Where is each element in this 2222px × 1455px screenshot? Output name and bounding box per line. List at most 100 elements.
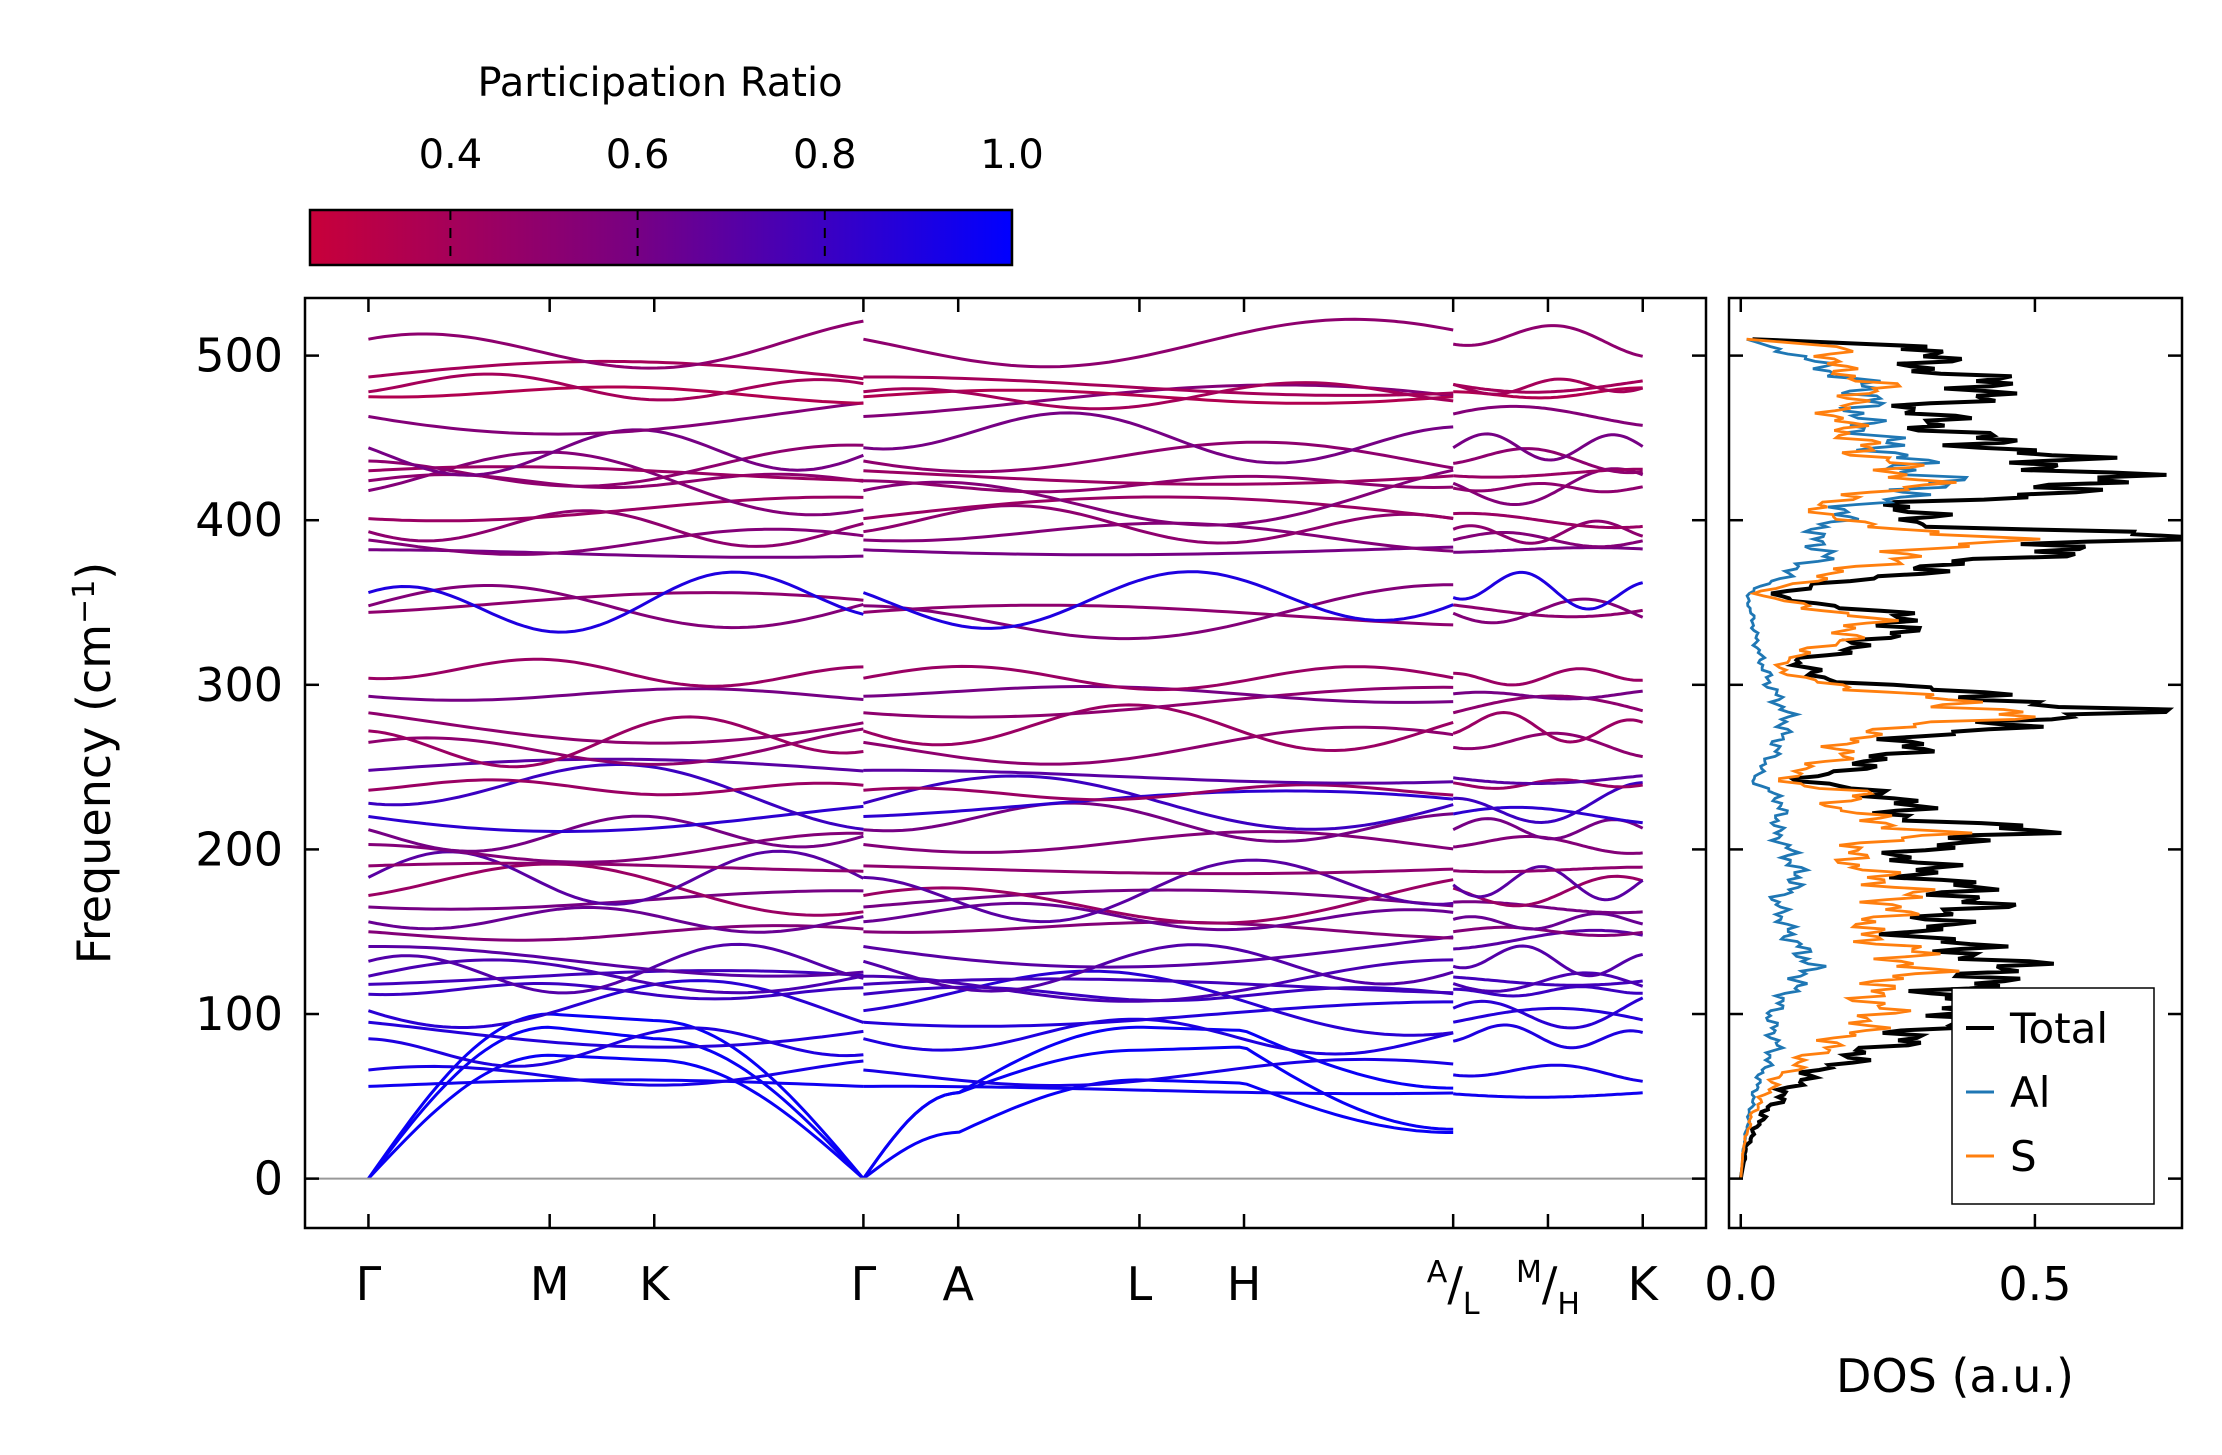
dos-legend: Total Al S (1951, 987, 2155, 1205)
optical-band (1452, 694, 1644, 715)
optical-band (368, 1059, 864, 1087)
legend-frame (1951, 987, 2155, 1205)
kpoint-label-sub: H (1557, 1287, 1580, 1322)
dos-series-al (1739, 337, 1970, 1179)
optical-band (863, 830, 1454, 854)
optical-band (1452, 1023, 1644, 1050)
kpoint-label-sub: L (1463, 1287, 1480, 1322)
y-axis-title: Frequency (cm−1) (67, 562, 121, 965)
optical-band (368, 757, 864, 773)
optical-band (1452, 432, 1644, 462)
optical-band (1453, 781, 1643, 825)
kpoint-label: Γ (356, 1257, 382, 1311)
optical-band (863, 801, 1454, 843)
kpoint-label: M/H (1516, 1255, 1580, 1322)
dos-x-tick-label: 0.5 (1998, 1257, 2071, 1311)
optical-band (367, 979, 864, 1029)
optical-band (368, 804, 864, 833)
band-axes-frame (303, 296, 1708, 1230)
optical-band (863, 969, 1454, 1037)
optical-band (368, 711, 864, 745)
optical-band (863, 783, 1454, 802)
optical-band (368, 1026, 864, 1068)
optical-band (368, 778, 864, 797)
optical-band (1453, 447, 1643, 475)
optical-band (863, 411, 1454, 465)
dos-series-s (1739, 337, 2041, 1179)
colorbar-title: Participation Ratio (477, 60, 842, 106)
optical-band (1453, 731, 1643, 759)
optical-band (368, 385, 864, 405)
optical-band (368, 715, 864, 769)
optical-band (368, 727, 864, 766)
y-tick-label: 100 (195, 987, 283, 1041)
dos-lines (1738, 337, 2182, 1179)
kpoint-label: L (1127, 1257, 1153, 1311)
y-tick-label: 400 (195, 493, 283, 547)
optical-band (863, 1057, 1454, 1087)
kpoint-label: K (1628, 1257, 1660, 1311)
band-lines (367, 317, 1644, 1180)
optical-band (863, 469, 1454, 486)
optical-band (368, 687, 864, 702)
optical-band (367, 570, 864, 634)
optical-band (368, 527, 864, 556)
band-kpoint-ticks: Γ M K Γ A L H A/LM/H K (356, 298, 1660, 1322)
optical-band (863, 381, 1454, 411)
kpoint-label-slash: / (1542, 1257, 1558, 1311)
optical-band (368, 861, 864, 873)
optical-band (368, 443, 864, 488)
colorbar-tick-label: 0.8 (793, 132, 857, 178)
optical-band (863, 685, 1454, 719)
colorbar-gradient (308, 208, 1014, 267)
optical-band (863, 768, 1454, 785)
optical-band (1452, 912, 1644, 931)
optical-band (863, 1017, 1454, 1056)
optical-band (1453, 1091, 1643, 1099)
kpoint-label: A/L (1427, 1255, 1480, 1322)
optical-band (1452, 971, 1644, 993)
kpoint-label-slash: / (1447, 1257, 1463, 1311)
colorbar-tick-label: 1.0 (980, 132, 1044, 178)
optical-band (1452, 996, 1644, 1030)
optical-band (863, 495, 1454, 521)
dos-x-tick-label: 0.0 (1704, 1257, 1777, 1311)
optical-band (863, 375, 1454, 397)
optical-band (1453, 667, 1643, 687)
optical-band (1453, 774, 1643, 785)
optical-band (368, 359, 864, 381)
dos-x-axis-title: DOS (a.u.) (1836, 1349, 2074, 1403)
colorbar-tick-label: 0.6 (606, 132, 670, 178)
optical-band (863, 603, 1454, 627)
optical-band (863, 878, 1454, 925)
optical-band (368, 945, 864, 978)
y-axis-title-sup: −1 (67, 580, 102, 624)
dos-x-ticks: 0.0 0.5 (1704, 298, 2072, 1311)
optical-band (368, 889, 864, 911)
optical-band (368, 763, 864, 831)
optical-band (1452, 324, 1644, 358)
dos-axes-frame (1727, 296, 2184, 1230)
optical-band (863, 545, 1454, 557)
optical-band (368, 591, 864, 614)
y-tick-label: 0 (254, 1152, 283, 1206)
optical-band (1452, 865, 1644, 902)
optical-band (368, 657, 864, 688)
optical-band (1452, 519, 1644, 545)
optical-band (1453, 865, 1643, 874)
optical-band (1453, 1063, 1643, 1083)
kpoint-label: M (530, 1257, 570, 1311)
optical-band (863, 468, 1454, 527)
optical-band (1453, 975, 1643, 987)
optical-band (863, 1000, 1454, 1028)
optical-band (863, 789, 1454, 818)
optical-band (1453, 928, 1643, 951)
optical-band (1452, 778, 1643, 790)
optical-band (368, 905, 864, 934)
optical-band (863, 504, 1454, 545)
optical-band (368, 969, 864, 986)
y-axis-title-end: ) (67, 562, 121, 580)
optical-band (863, 583, 1454, 641)
optical-band (368, 372, 864, 402)
